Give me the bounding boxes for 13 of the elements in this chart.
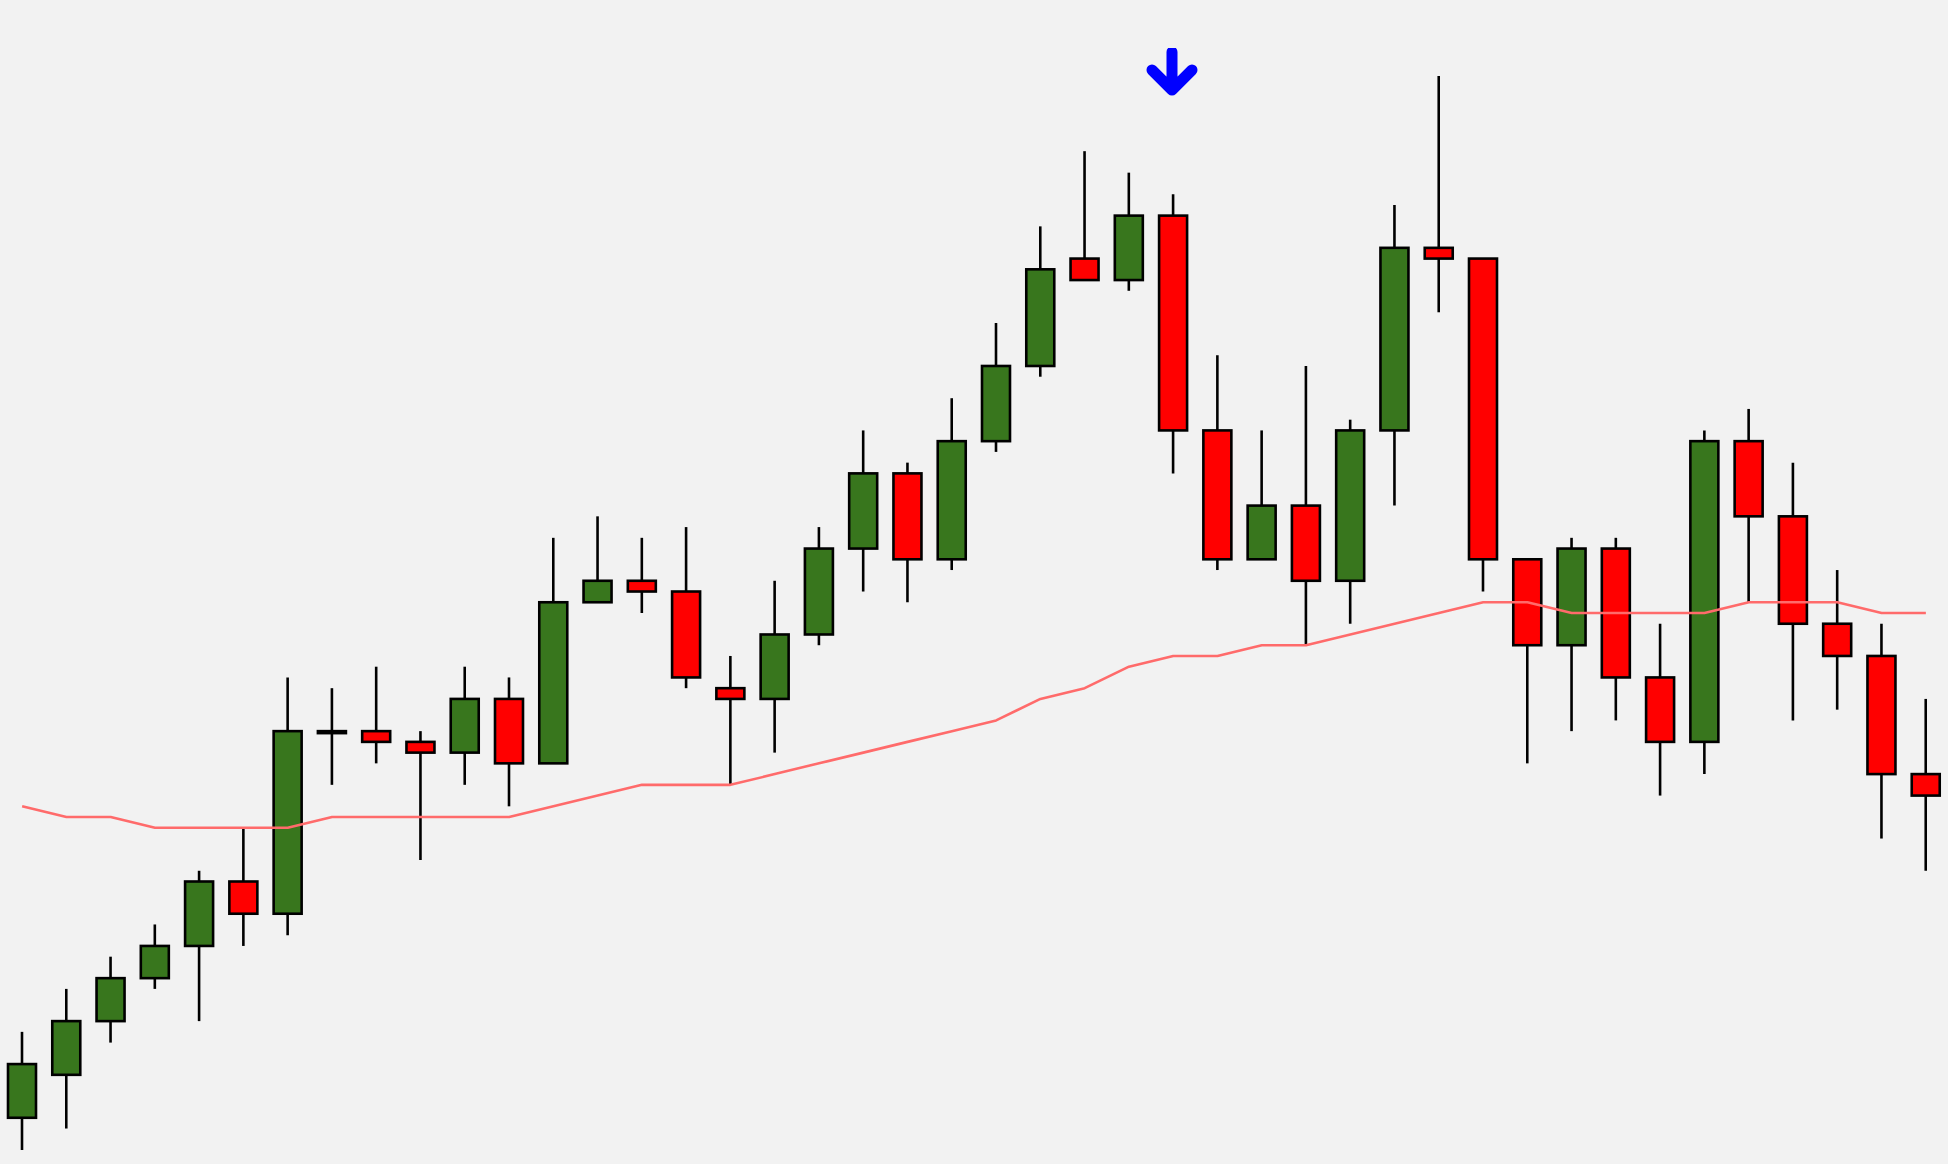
candlestick — [1423, 76, 1455, 314]
candlestick — [626, 536, 658, 615]
candlestick — [405, 729, 436, 862]
candlestick — [715, 654, 746, 787]
candlestick — [228, 826, 259, 948]
candlestick — [582, 515, 613, 604]
candlestick — [1910, 697, 1942, 873]
candlestick — [360, 665, 392, 765]
candlestick — [1069, 149, 1100, 282]
candlestick — [95, 955, 126, 1044]
candlestick — [139, 923, 171, 991]
candlestick — [316, 686, 348, 787]
candlestick — [1821, 568, 1853, 711]
